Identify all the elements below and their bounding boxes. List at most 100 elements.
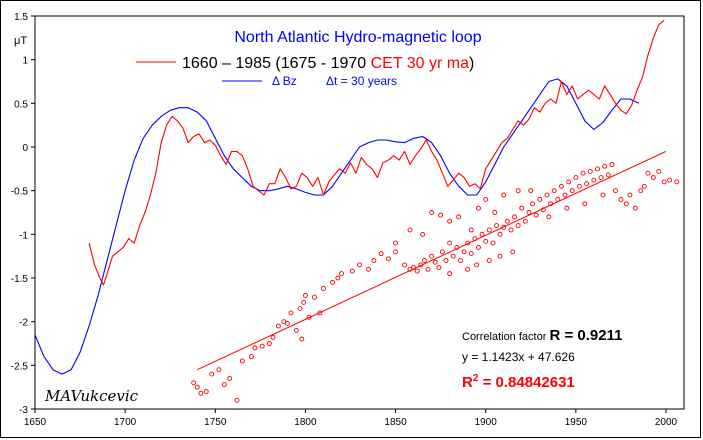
scatter-point-81 <box>558 183 564 189</box>
scatter-point-30 <box>339 271 344 277</box>
scatter-point-73 <box>530 201 536 207</box>
scatter-point-126 <box>393 240 399 246</box>
scatter-layer <box>191 162 680 403</box>
scatter-point-85 <box>573 175 579 181</box>
scatter-point-25 <box>311 294 317 300</box>
correlation-value: R = 0.9211 <box>549 327 622 344</box>
y-tick-label-0: 1.5 <box>14 12 28 23</box>
scatter-point-69 <box>515 223 521 229</box>
scatter-point-48 <box>439 249 445 255</box>
scatter-point-55 <box>465 240 471 246</box>
scatter-point-51 <box>450 253 456 259</box>
scatter-point-44 <box>425 266 431 272</box>
scatter-point-0 <box>191 380 197 386</box>
scatter-point-43 <box>421 258 427 263</box>
scatter-point-110 <box>438 212 444 218</box>
scatter-point-42 <box>418 262 424 268</box>
x-tick-label-7: 2000 <box>655 417 678 428</box>
scatter-point-67 <box>508 227 514 233</box>
scatter-point-62 <box>490 240 496 246</box>
scatter-point-8 <box>234 397 240 403</box>
scatter-point-58 <box>476 244 481 250</box>
y-tick-label-6: -1.5 <box>11 274 29 285</box>
scatter-point-13 <box>266 341 272 346</box>
scatter-point-60 <box>483 238 489 244</box>
scatter-point-23 <box>302 293 308 298</box>
chart-title: North Atlantic Hydro-magnetic loop <box>234 29 481 46</box>
scatter-point-5 <box>216 367 222 373</box>
series-delta-bz-line <box>35 78 640 375</box>
y-tick-label-2: 0.5 <box>14 99 28 110</box>
scatter-point-65 <box>501 224 507 230</box>
scatter-point-50 <box>447 240 453 246</box>
scatter-point-75 <box>537 196 543 202</box>
scatter-point-28 <box>330 279 335 285</box>
x-tick-label-5: 1900 <box>475 417 498 428</box>
scatter-point-7 <box>227 375 233 381</box>
scatter-point-68 <box>512 214 517 220</box>
scatter-point-6 <box>221 382 227 387</box>
scatter-point-54 <box>461 249 467 255</box>
scatter-point-91 <box>595 166 600 172</box>
scatter-point-36 <box>385 256 391 262</box>
scatter-point-74 <box>533 212 539 218</box>
legend-blue-label: Δ Bz <box>272 74 297 88</box>
scatter-point-96 <box>613 188 618 194</box>
scatter-point-56 <box>468 251 474 256</box>
scatter-point-27 <box>320 286 326 291</box>
scatter-point-131 <box>497 253 503 259</box>
y-unit-label: μT <box>14 35 27 47</box>
scatter-point-101 <box>638 188 644 194</box>
r-squared: R2 = 0.84842631 <box>462 373 575 391</box>
r-squared-prefix: R <box>462 374 473 391</box>
scatter-point-52 <box>454 244 460 250</box>
scatter-point-76 <box>540 207 546 213</box>
scatter-point-82 <box>562 192 568 198</box>
scatter-point-97 <box>618 196 624 202</box>
y-tick-label-9: -3 <box>19 405 28 416</box>
scatter-point-108 <box>674 179 680 185</box>
scatter-point-116 <box>492 210 498 215</box>
scatter-point-98 <box>623 201 629 207</box>
regression-equation: y = 1.1423x + 47.626 <box>462 350 575 364</box>
scatter-point-66 <box>504 218 510 224</box>
scatter-point-107 <box>667 177 673 183</box>
scatter-point-89 <box>587 169 593 174</box>
scatter-point-115 <box>483 196 489 202</box>
scatter-point-24 <box>306 314 312 320</box>
author-signature: MAVukcevic <box>44 387 139 405</box>
scatter-point-45 <box>429 253 435 259</box>
x-tick-label-1: 1700 <box>114 417 137 428</box>
scatter-point-92 <box>598 175 604 181</box>
y-tick-label-5: -1 <box>19 230 28 241</box>
scatter-point-57 <box>472 236 478 242</box>
scatter-point-121 <box>564 205 570 211</box>
scatter-point-49 <box>443 258 449 263</box>
scatter-point-32 <box>357 262 362 268</box>
scatter-point-88 <box>584 181 590 187</box>
scatter-point-128 <box>465 266 471 272</box>
scatter-point-19 <box>293 327 299 333</box>
scatter-point-29 <box>335 275 341 281</box>
scatter-point-95 <box>609 162 615 167</box>
scatter-point-37 <box>393 249 399 255</box>
scatter-point-14 <box>270 334 276 340</box>
scatter-point-63 <box>494 223 499 229</box>
scatter-point-104 <box>650 175 656 181</box>
lines-layer <box>35 19 665 375</box>
y-tick-label-7: -2 <box>19 318 28 329</box>
scatter-point-106 <box>661 179 667 185</box>
scatter-point-112 <box>456 214 462 220</box>
scatter-point-26 <box>317 310 323 316</box>
scatter-point-86 <box>576 183 582 189</box>
scatter-point-33 <box>366 266 371 272</box>
x-tick-label-2: 1750 <box>204 417 227 428</box>
scatter-point-78 <box>548 201 554 207</box>
scatter-point-130 <box>486 258 492 263</box>
scatter-point-129 <box>474 262 480 268</box>
y-tick-label-4: -0.5 <box>11 187 29 198</box>
trend-layer <box>197 150 667 371</box>
r-squared-value: = 0.84842631 <box>478 374 574 391</box>
